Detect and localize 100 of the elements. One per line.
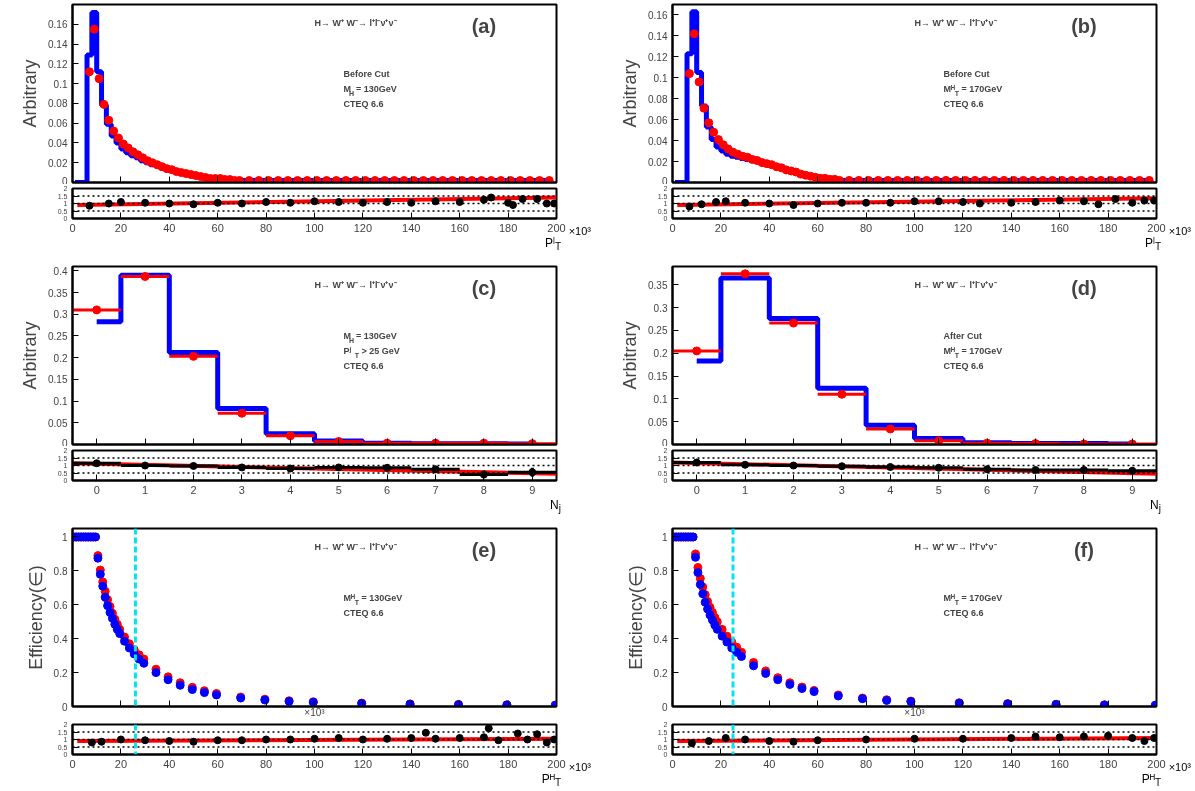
y-tick-label: 0.3 (53, 309, 68, 321)
y-tick-label: 0.05 (48, 417, 68, 429)
y-tick-label: 0.4 (53, 265, 68, 277)
y-tick-label: 0.2 (53, 352, 68, 364)
y-axis-title: Efficiency(∈) (625, 565, 646, 670)
y-tick-label: 0.2 (53, 667, 68, 679)
text: (e) (471, 538, 497, 561)
y-tick-label: 0.2 (653, 348, 668, 360)
text: (a) (471, 14, 497, 37)
x-tick-label: 9 (1129, 483, 1136, 496)
x-tick-label: 160 (450, 221, 469, 234)
y-tick-label: 0.25 (48, 330, 68, 342)
x-tick-label: 6 (984, 483, 991, 496)
x-tick-label: 1 (142, 483, 149, 496)
annotation: CTEQ 6.6 (343, 99, 384, 110)
y-tick-label: 0.35 (648, 279, 668, 291)
y-axis-title: Efficiency(∈) (25, 565, 46, 670)
text: ×10³ (1168, 224, 1191, 239)
y-tick-label: 0 (61, 175, 68, 187)
annotation: CTEQ 6.6 (943, 361, 984, 372)
x-axis-title: Pˡ$_{T}$ (545, 235, 561, 255)
text: (b) (1071, 14, 1097, 37)
x-tick-label: 160 (450, 757, 469, 770)
x-tick-label: 140 (1002, 221, 1021, 234)
x-tick-label: 140 (402, 221, 421, 234)
y-tick-label: 0 (61, 437, 68, 449)
x-tick-label: 160 (1050, 221, 1069, 234)
x-tick-label: 20 (114, 221, 128, 234)
x-tick-label: 80 (259, 757, 273, 770)
x-tick-label: 40 (163, 221, 176, 234)
x-tick-label: 100 (905, 757, 924, 770)
y-tick-label: 0.15 (648, 371, 668, 383)
x-tick-label: 180 (1098, 757, 1118, 770)
y-tick-label: 0.08 (48, 98, 68, 110)
y-tick-label: 0.15 (48, 374, 68, 386)
x-tick-label: 4 (287, 483, 294, 496)
y-tick-label: 0.4 (53, 633, 68, 645)
text: H→ W⁺ W⁻→ l⁺l⁻ν⁺ν⁻ (314, 279, 397, 290)
y-tick-label: 0.08 (648, 93, 668, 105)
x-tick-label: 120 (953, 221, 973, 234)
x-tick-label: 200 (547, 221, 566, 234)
x-tick-label: 40 (763, 221, 776, 234)
x-tick-label: 2 (190, 483, 197, 496)
x-tick-label: 8 (1080, 483, 1087, 496)
y-tick-label: 0 (661, 437, 668, 449)
x-tick-label: 3 (838, 483, 845, 496)
x-tick-label: 5 (335, 483, 342, 496)
text: ×10³ (568, 224, 591, 239)
x-axis-title: Pˡ$_{T}$ (1145, 235, 1161, 255)
x-tick-label: 60 (811, 221, 824, 234)
text: (f) (1073, 538, 1094, 561)
y-tick-label: 0.02 (648, 156, 668, 168)
y-axis-title: Arbitrary (20, 59, 41, 128)
annotation: CTEQ 6.6 (343, 361, 384, 372)
y-tick-label: 0.06 (648, 114, 668, 126)
x-tick-label: 200 (547, 757, 566, 770)
x-axis-title: N$_{j}$ (1150, 497, 1161, 517)
y-tick-label: 0.1 (653, 393, 668, 405)
x-tick-label: 140 (1002, 757, 1021, 770)
x-tick-label: 3 (238, 483, 245, 496)
x-tick-label: 100 (305, 221, 324, 234)
text: H→ W⁺ W⁻→ l⁺l⁻ν⁺ν⁻ (314, 541, 397, 552)
x-axis-title: Pᴴ$_{T}$ (1141, 771, 1161, 791)
x-tick-label: 60 (211, 757, 224, 770)
text: ×10³ (568, 760, 591, 775)
annotation: Before Cut (943, 69, 990, 80)
y-tick-label: 0.1 (653, 72, 668, 84)
y-tick-label: 0.06 (48, 118, 68, 130)
annotation: Before Cut (343, 69, 390, 80)
text: H→ W⁺ W⁻→ l⁺l⁻ν⁺ν⁻ (914, 541, 997, 552)
x-tick-label: 120 (353, 221, 373, 234)
x-axis-title: N$_{j}$ (550, 497, 561, 517)
y-tick-label: 0.14 (48, 39, 68, 51)
x-tick-label: 180 (1098, 221, 1118, 234)
x-tick-label: 80 (859, 221, 873, 234)
y-tick-label: 0.14 (648, 30, 668, 42)
y-tick-label: 0.1 (53, 396, 68, 408)
y-tick-label: 0.25 (648, 325, 668, 337)
x-tick-label: 7 (432, 483, 439, 496)
x-tick-label: 40 (163, 757, 176, 770)
x-tick-label: 60 (211, 221, 224, 234)
y-tick-label: 0.02 (48, 157, 68, 169)
y-tick-label: 1 (61, 531, 68, 543)
x-tick-label: 8 (480, 483, 487, 496)
y-tick-label: 0.6 (53, 599, 68, 611)
y-tick-label: 0.1 (53, 78, 68, 90)
x-tick-label: 80 (859, 757, 873, 770)
text: ×10³ (1168, 760, 1191, 775)
y-tick-label: 0.6 (653, 599, 668, 611)
y-tick-label: 0 (61, 701, 68, 713)
y-tick-label: 0.12 (48, 58, 68, 70)
x-tick-label: 6 (384, 483, 391, 496)
x-tick-label: 160 (1050, 757, 1069, 770)
x-tick-label: 180 (498, 757, 518, 770)
x-tick-label: 140 (402, 757, 421, 770)
y-tick-label: 1 (661, 531, 668, 543)
x-tick-label: 200 (1147, 221, 1166, 234)
y-tick-label: 0.3 (653, 302, 668, 314)
y-tick-label: 0.8 (53, 565, 68, 577)
x-tick-label: 20 (714, 757, 728, 770)
